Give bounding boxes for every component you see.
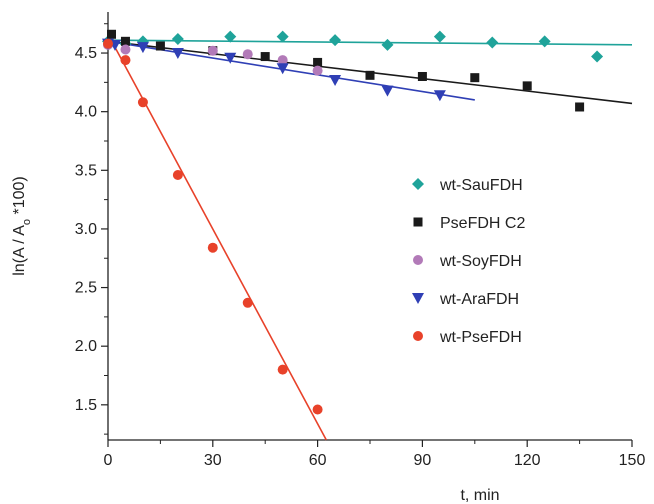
data-point-psefdh-c2 [575,102,585,112]
data-point-wt-saufdh [276,30,289,43]
data-point-psefdh-c2 [106,29,116,39]
data-point-wt-soyfdh [207,45,218,56]
x-tick-label: 150 [619,452,646,469]
legend-label-wt-arafdh: wt-AraFDH [439,291,519,308]
y-tick-label: 2.0 [75,338,97,355]
fit-lines [107,33,633,441]
data-point-wt-psefdh [103,38,113,49]
data-point-psefdh-c2 [120,36,130,46]
y-tick-label: 4.5 [75,45,97,62]
y-tick-label: 2.5 [75,280,97,297]
x-tick-label: 90 [414,452,432,469]
legend-marker-wt-arafdh [412,293,424,304]
x-axis-label: t, min [460,487,499,504]
data-point-psefdh-c2 [522,81,532,91]
y-axis-label-sub: o [21,219,33,225]
legend: wt-SauFDH PseFDH C2 wt-SoyFDH wt-AraFDH wt-P… [412,177,525,346]
x-tick-label: 60 [309,452,327,469]
x-tick-label: 30 [204,452,222,469]
data-point-wt-psefdh [277,364,288,375]
y-axis-label: ln(A / Ao *100) [11,176,33,276]
data-point-wt-arafdh [329,75,342,87]
data-point-wt-psefdh [312,404,323,415]
fit-line-wt-psefdh [107,33,328,441]
data-point-wt-saufdh [486,36,499,49]
data-point-psefdh-c2 [155,41,165,51]
data-point-wt-psefdh [242,297,253,308]
data-points [102,29,604,415]
y-tick-label: 3.0 [75,221,97,238]
y-tick-label: 3.5 [75,162,97,179]
data-point-wt-saufdh [538,35,551,48]
data-point-wt-arafdh [276,63,289,75]
legend-label-wt-saufdh: wt-SauFDH [439,177,523,194]
y-axis-label-tail: *100) [11,176,28,219]
data-point-wt-arafdh [224,52,237,64]
data-point-wt-arafdh [433,90,446,102]
legend-marker-wt-saufdh [412,178,424,190]
data-point-wt-saufdh [171,32,184,45]
data-point-wt-saufdh [224,30,237,43]
data-point-wt-saufdh [433,30,446,43]
data-point-wt-psefdh [207,242,218,253]
data-point-wt-psefdh [172,169,183,180]
y-tick-label: 1.5 [75,397,97,414]
data-point-wt-arafdh [136,42,149,54]
y-tick-label: 4.0 [75,104,97,121]
x-tick-label: 0 [104,452,113,469]
legend-marker-wt-soyfdh [413,255,423,265]
data-point-psefdh-c2 [470,73,480,83]
data-point-wt-arafdh [171,48,184,60]
data-point-wt-saufdh [591,50,604,63]
data-point-wt-arafdh [381,85,394,97]
axes: 0 30 60 90 120 150 1.5 2.0 2.5 3.0 3.5 4.0 4.5 [75,12,646,469]
y-axis-label-main: ln(A / A [11,225,28,276]
data-point-psefdh-c2 [417,71,427,81]
legend-label-psefdh-c2: PseFDH C2 [440,215,525,232]
x-tick-label: 120 [514,452,541,469]
data-point-wt-soyfdh [277,55,288,66]
data-point-psefdh-c2 [313,57,323,67]
data-point-wt-psefdh [120,55,131,66]
data-point-wt-saufdh [329,34,342,47]
data-point-wt-soyfdh [120,44,131,55]
fit-line-wt-saufdh [107,39,633,46]
legend-marker-wt-psefdh [413,331,423,341]
data-point-psefdh-c2 [260,52,270,62]
data-point-psefdh-c2 [365,70,375,80]
data-point-wt-soyfdh [312,65,323,76]
data-point-wt-saufdh [381,38,394,51]
legend-label-wt-soyfdh: wt-SoyFDH [439,253,522,270]
data-point-wt-psefdh [137,97,148,108]
fit-line-wt-arafdh [107,40,475,101]
data-point-wt-soyfdh [242,49,253,60]
legend-marker-psefdh-c2 [413,217,423,227]
legend-label-wt-psefdh: wt-PseFDH [439,329,522,346]
